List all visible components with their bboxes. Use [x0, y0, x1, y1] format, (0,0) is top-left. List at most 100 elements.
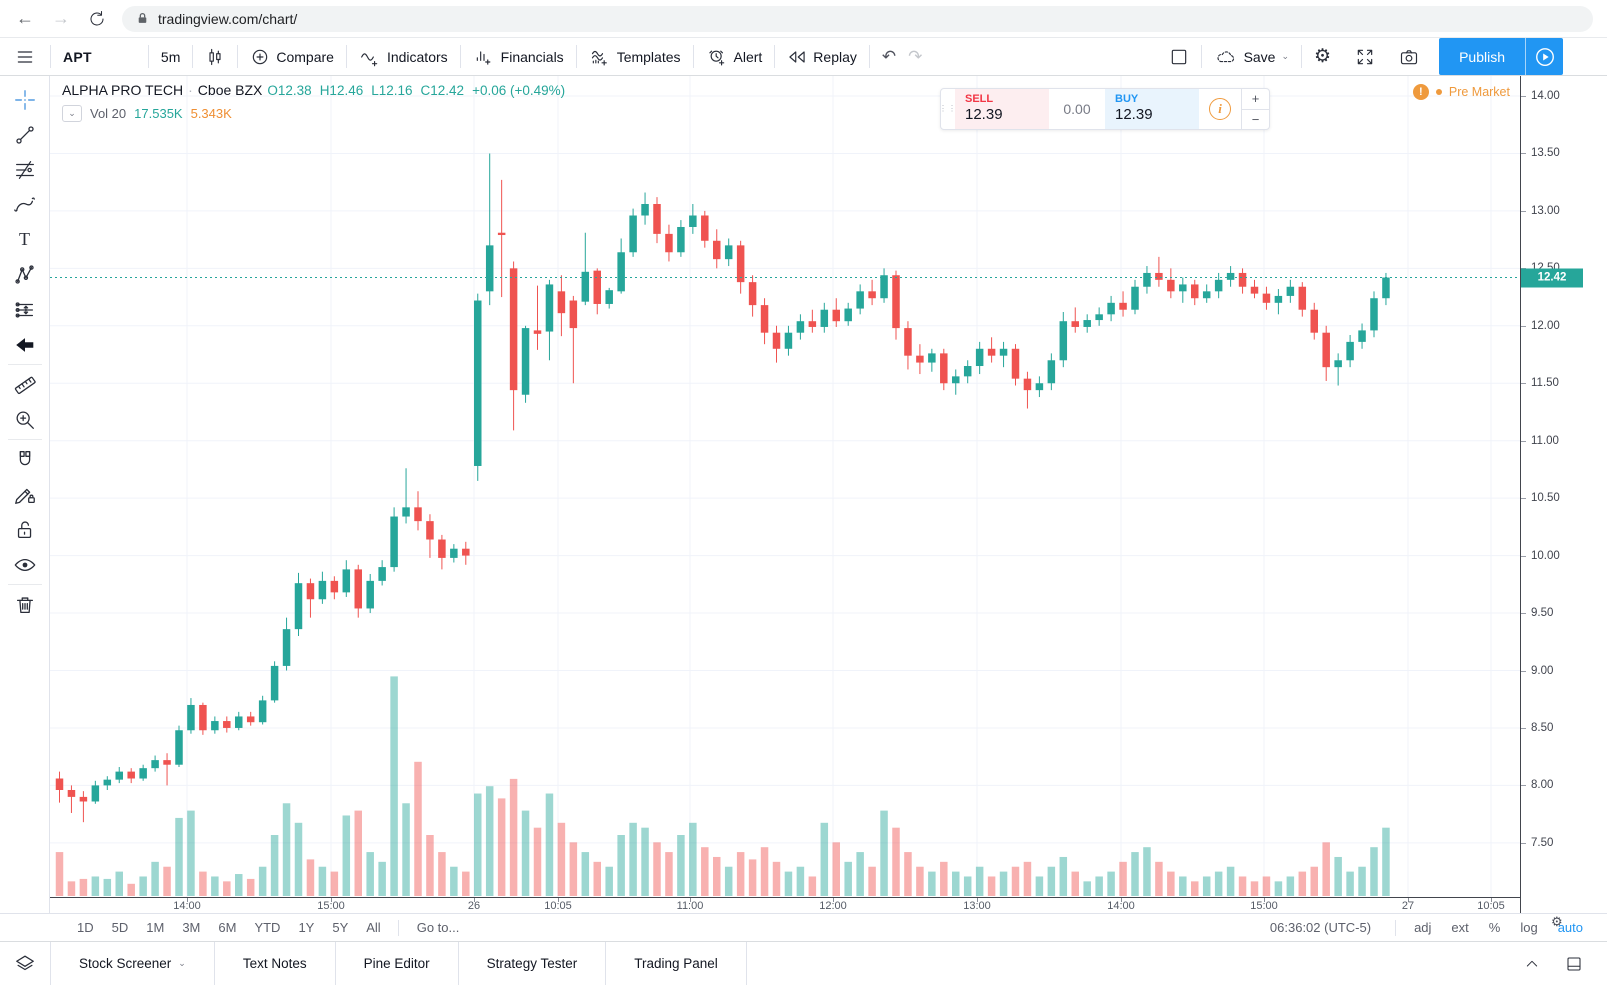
templates-button[interactable]: Templates: [577, 38, 693, 75]
price-axis[interactable]: ⚙ 14.0013.5013.0012.5012.0011.5011.0010.…: [1520, 76, 1607, 929]
volume-study-label[interactable]: Vol 20: [90, 106, 127, 121]
candle-body: [426, 521, 434, 540]
time-axis[interactable]: 14:00 15:00 26 10:05 11:00 12:00 13:00 14:00 15:…: [50, 897, 1520, 913]
clock-label[interactable]: 06:36:02 (UTC-5): [1269, 920, 1372, 935]
volume-bar: [963, 876, 972, 896]
crosshair-tool-button[interactable]: [6, 82, 44, 117]
footer-tab-trading-panel[interactable]: Trading Panel: [606, 942, 747, 985]
time-label: 15:00: [1250, 900, 1278, 912]
drawing-mode-tool-button[interactable]: [6, 477, 44, 512]
pattern-tool-button[interactable]: [6, 257, 44, 292]
financials-label: Financials: [500, 48, 564, 65]
candle-body: [474, 300, 482, 466]
quantity-decrease-button[interactable]: −: [1251, 111, 1260, 127]
compare-button[interactable]: Compare: [238, 38, 346, 75]
range-button-ytd[interactable]: YTD: [254, 920, 281, 935]
axis-option-log[interactable]: log: [1520, 920, 1538, 935]
trend-line-tool-button[interactable]: [6, 117, 44, 152]
data-alert-icon[interactable]: !: [1412, 84, 1429, 100]
price-tick-mark: [1521, 210, 1526, 212]
footer-tab-text-notes[interactable]: Text Notes: [215, 942, 336, 985]
footer-tab-strategy-tester[interactable]: Strategy Tester: [459, 942, 607, 985]
undo-button[interactable]: ↶: [881, 46, 897, 66]
financials-button[interactable]: Financials: [461, 38, 576, 75]
range-button-6m[interactable]: 6M: [218, 920, 237, 935]
range-button-3m[interactable]: 3M: [182, 920, 201, 935]
browser-back-icon[interactable]: ←: [16, 8, 34, 28]
quantity-increase-button[interactable]: +: [1242, 89, 1269, 110]
hamburger-menu-button[interactable]: [0, 38, 50, 75]
volume-bar: [366, 852, 374, 896]
axis-option-adj[interactable]: adj: [1414, 920, 1432, 935]
axis-option-auto[interactable]: auto: [1557, 920, 1583, 935]
range-button-1y[interactable]: 1Y: [298, 920, 315, 935]
footer-right-group: [1521, 942, 1607, 985]
candle-body: [748, 282, 757, 306]
settings-button[interactable]: ⚙: [1314, 46, 1332, 67]
candle-body: [629, 215, 637, 253]
zoom-in-tool-button[interactable]: [6, 402, 44, 437]
axis-settings-icon[interactable]: ⚙: [1551, 914, 1563, 929]
volume-bar: [1286, 876, 1295, 896]
buy-button[interactable]: BUY 12.39: [1105, 89, 1199, 129]
divider: [774, 45, 776, 68]
browser-reload-icon[interactable]: [86, 8, 108, 30]
axis-option-percent[interactable]: %: [1488, 920, 1501, 935]
order-info-button[interactable]: i: [1199, 89, 1241, 129]
brush-tool-button[interactable]: [6, 187, 44, 222]
magnet-tool-button[interactable]: [6, 442, 44, 477]
sell-button[interactable]: SELL 12.39: [955, 89, 1049, 129]
order-panel-drag-handle[interactable]: ⋮⋮: [940, 104, 957, 113]
hide-drawings-tool-button[interactable]: [6, 547, 44, 582]
footer-tab-pine-editor[interactable]: Pine Editor: [336, 942, 459, 985]
save-button[interactable]: Save ⌄: [1202, 38, 1301, 75]
browser-forward-icon[interactable]: →: [52, 8, 70, 28]
symbol-title[interactable]: ALPHA PRO TECH: [62, 82, 184, 98]
fullscreen-button[interactable]: [1343, 38, 1387, 75]
candle-body: [904, 328, 912, 356]
symbol-button[interactable]: APT: [63, 48, 92, 65]
address-bar[interactable]: tradingview.com/chart/: [122, 5, 1593, 32]
fib-retracement-tool-button[interactable]: [6, 152, 44, 187]
range-button-all[interactable]: All: [366, 920, 381, 935]
range-button-5d[interactable]: 5D: [111, 920, 129, 935]
panel-layout-icon[interactable]: [1563, 953, 1585, 975]
financials-icon: [476, 50, 491, 65]
candle-body: [1095, 314, 1103, 321]
screenshot-button[interactable]: [1387, 38, 1431, 75]
back-arrow-button[interactable]: [6, 327, 44, 362]
forecast-tool-button[interactable]: [6, 292, 44, 327]
ohlc-values: O12.38 H12.46 L12.16 C12.42 +0.06 (+0.49…: [267, 83, 565, 98]
chart-type-button[interactable]: [193, 38, 237, 75]
interval-button[interactable]: 5m: [160, 48, 181, 65]
lock-icon: [136, 12, 149, 25]
publish-button[interactable]: Publish: [1459, 48, 1505, 65]
legend-collapse-button[interactable]: ⌄: [62, 105, 82, 122]
goto-button[interactable]: Go to...: [416, 920, 460, 935]
object-tree-button[interactable]: [0, 942, 50, 985]
candle-body: [521, 328, 530, 395]
footer-tab-stock-screener[interactable]: Stock Screener ⌄: [50, 942, 215, 985]
collapse-panel-icon[interactable]: [1521, 953, 1543, 975]
chart-canvas[interactable]: ALPHA PRO TECH · Cboe BZX O12.38 H12.46 …: [50, 76, 1520, 897]
remove-all-tool-button[interactable]: [6, 587, 44, 622]
text-tool-button[interactable]: T: [19, 229, 30, 249]
measure-tool-button[interactable]: [6, 367, 44, 402]
alert-button[interactable]: Alert: [694, 38, 775, 75]
camera-icon: [1400, 49, 1418, 64]
range-button-1d[interactable]: 1D: [77, 920, 94, 935]
indicators-button[interactable]: Indicators: [347, 38, 460, 75]
volume-bar: [629, 822, 637, 896]
exchange-label[interactable]: Cboe BZX: [197, 82, 263, 98]
redo-button[interactable]: ↷: [908, 46, 923, 66]
axis-option-ext[interactable]: ext: [1451, 920, 1469, 935]
candle-body: [354, 569, 362, 609]
pre-market-label[interactable]: Pre Market: [1448, 85, 1510, 99]
lock-all-tool-button[interactable]: [6, 512, 44, 547]
divider: [868, 45, 870, 68]
range-button-1m[interactable]: 1M: [146, 920, 165, 935]
publish-play-button[interactable]: [1525, 38, 1563, 75]
replay-button[interactable]: Replay: [775, 38, 869, 75]
layout-button[interactable]: [1157, 38, 1201, 75]
range-button-5y[interactable]: 5Y: [332, 920, 349, 935]
